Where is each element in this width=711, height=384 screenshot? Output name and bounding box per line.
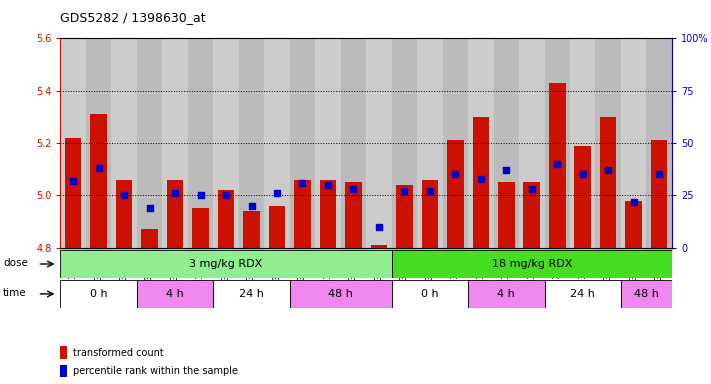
Bar [396,185,412,248]
Text: GDS5282 / 1398630_at: GDS5282 / 1398630_at [60,12,206,25]
Bar [137,38,162,248]
Bar [341,38,366,248]
Text: 4 h: 4 h [166,289,184,299]
Bar [141,229,158,248]
Point [399,188,410,194]
Bar [468,38,493,248]
Bar [417,38,442,248]
Bar [60,38,86,248]
Point [169,190,181,196]
Bar [621,38,646,248]
Point [653,171,665,177]
Bar [370,245,387,248]
Point [348,186,359,192]
Bar [392,280,468,308]
Bar [264,38,290,248]
Bar [65,138,82,248]
Bar [137,280,213,308]
Bar [366,38,392,248]
Bar [315,38,341,248]
Text: 4 h: 4 h [498,289,515,299]
Bar [60,250,392,278]
Point [246,203,257,209]
Point [577,171,589,177]
Text: time: time [3,288,26,298]
Bar [86,38,112,248]
Bar [651,141,668,248]
Text: dose: dose [3,258,28,268]
Point [449,171,461,177]
Bar [473,117,489,248]
Point [628,199,639,205]
Point [373,223,385,230]
Text: 24 h: 24 h [570,289,595,299]
Point [195,192,206,199]
Bar [243,211,260,248]
Bar [646,38,672,248]
Bar [112,38,137,248]
Bar [626,200,642,248]
Bar [162,38,188,248]
Bar [545,280,621,308]
Point [552,161,563,167]
Bar [60,280,137,308]
Bar [60,365,68,377]
Bar [519,38,545,248]
Bar [167,180,183,248]
Bar [392,250,672,278]
Text: 24 h: 24 h [239,289,264,299]
Text: 48 h: 48 h [328,289,353,299]
Bar [498,182,515,248]
Bar [447,141,464,248]
Bar [60,346,68,359]
Text: 0 h: 0 h [421,289,439,299]
Text: 48 h: 48 h [634,289,659,299]
Bar [422,180,438,248]
Bar [392,38,417,248]
Point [144,205,155,211]
Bar [574,146,591,248]
Text: transformed count: transformed count [73,348,164,358]
Bar [320,180,336,248]
Bar [468,280,545,308]
Point [93,165,105,171]
Bar [493,38,519,248]
Point [526,186,538,192]
Point [424,188,436,194]
Bar [523,182,540,248]
Bar [600,117,616,248]
Text: 3 mg/kg RDX: 3 mg/kg RDX [189,259,262,269]
Bar [294,180,311,248]
Text: percentile rank within the sample: percentile rank within the sample [73,366,238,376]
Bar [269,206,285,248]
Point [220,192,232,199]
Bar [239,38,264,248]
Bar [90,114,107,248]
Bar [213,38,239,248]
Bar [188,38,213,248]
Point [322,182,333,188]
Bar [213,280,290,308]
Bar [345,182,362,248]
Bar [218,190,235,248]
Bar [549,83,565,248]
Text: 18 mg/kg RDX: 18 mg/kg RDX [491,259,572,269]
Bar [192,209,209,248]
Text: 0 h: 0 h [90,289,107,299]
Bar [621,280,672,308]
Point [119,192,130,199]
Point [272,190,283,196]
Bar [290,280,392,308]
Bar [596,38,621,248]
Point [501,167,512,173]
Bar [545,38,570,248]
Point [475,175,486,182]
Bar [290,38,315,248]
Bar [116,180,132,248]
Bar [570,38,596,248]
Point [68,178,79,184]
Point [296,180,308,186]
Bar [442,38,468,248]
Point [602,167,614,173]
